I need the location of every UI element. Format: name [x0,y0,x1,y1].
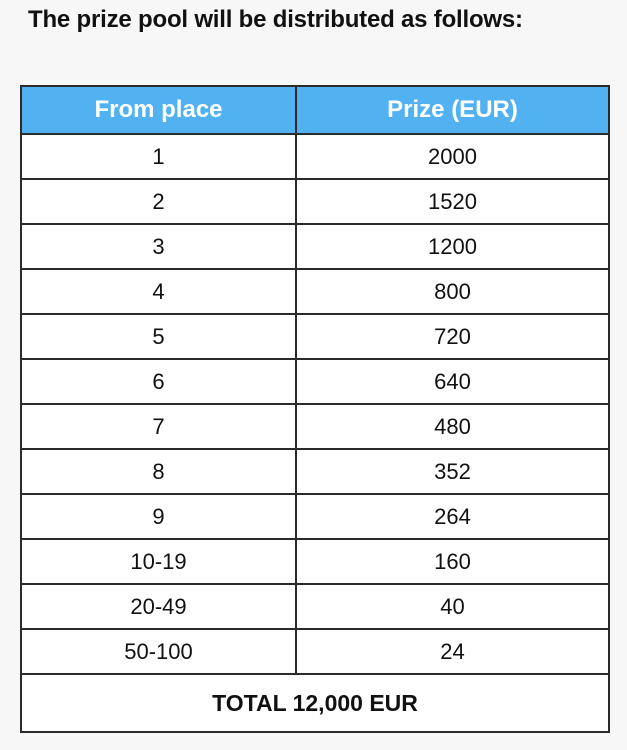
table-row: 4 800 [20,268,610,315]
table-row: 6 640 [20,358,610,405]
table-row: 9 264 [20,493,610,540]
place-cell: 20-49 [20,583,297,630]
place-cell: 5 [20,313,297,360]
place-cell: 6 [20,358,297,405]
prize-cell: 480 [295,403,610,450]
prize-cell: 800 [295,268,610,315]
table-row: 1 2000 [20,133,610,180]
place-cell: 9 [20,493,297,540]
table-body: 1 2000 2 1520 3 1200 4 800 5 720 6 640 7… [20,133,610,675]
table-footer-row: TOTAL 12,000 EUR [20,673,610,733]
table-row: 10-19 160 [20,538,610,585]
table-row: 20-49 40 [20,583,610,630]
table-row: 7 480 [20,403,610,450]
prize-table: From place Prize (EUR) 1 2000 2 1520 3 1… [20,85,610,733]
table-row: 3 1200 [20,223,610,270]
place-cell: 7 [20,403,297,450]
table-header-row: From place Prize (EUR) [20,85,610,135]
table-row: 8 352 [20,448,610,495]
prize-cell: 640 [295,358,610,405]
prize-cell: 24 [295,628,610,675]
prize-cell: 2000 [295,133,610,180]
page-title: The prize pool will be distributed as fo… [28,6,523,33]
column-header-prize-eur: Prize (EUR) [295,85,610,135]
place-cell: 4 [20,268,297,315]
place-cell: 1 [20,133,297,180]
table-row: 5 720 [20,313,610,360]
prize-cell: 352 [295,448,610,495]
place-cell: 10-19 [20,538,297,585]
prize-cell: 1520 [295,178,610,225]
total-cell: TOTAL 12,000 EUR [20,673,610,733]
place-cell: 2 [20,178,297,225]
table-row: 50-100 24 [20,628,610,675]
prize-cell: 40 [295,583,610,630]
column-header-from-place: From place [20,85,297,135]
table-row: 2 1520 [20,178,610,225]
place-cell: 8 [20,448,297,495]
prize-cell: 160 [295,538,610,585]
prize-cell: 1200 [295,223,610,270]
place-cell: 50-100 [20,628,297,675]
prize-cell: 264 [295,493,610,540]
place-cell: 3 [20,223,297,270]
prize-cell: 720 [295,313,610,360]
